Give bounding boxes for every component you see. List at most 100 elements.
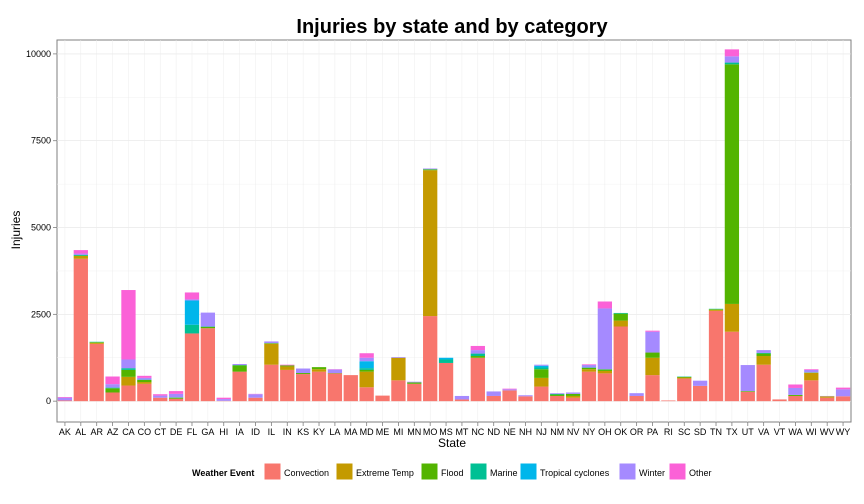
y-tick-label: 2500 [31,309,51,319]
x-tick-label: UT [742,427,754,437]
bar-segment [311,367,327,370]
x-tick-label: NV [567,427,580,437]
x-tick-label: MI [393,427,403,437]
bar-segment [645,330,660,332]
bar-segment [835,389,851,397]
bar-segment [724,64,740,304]
bar-segment [232,364,247,366]
legend-label: Extreme Temp [356,468,414,478]
bar-segment [708,309,724,310]
bar-segment [692,380,708,386]
bar-segment [184,324,200,334]
bar-segment [248,397,263,402]
bar-segment [756,353,771,357]
bar-segment [280,366,295,370]
bar-segment [264,341,279,344]
x-tick-label: MD [360,427,374,437]
x-tick-label: AL [75,427,86,437]
chart-title: Injuries by state and by category [296,16,608,38]
bar-segment [311,369,327,372]
bar-segment [121,369,136,377]
x-tick-label: OR [630,427,644,437]
bar-segment [740,391,755,402]
bar-segment [581,367,597,370]
bar-segment [327,373,343,402]
bar-segment [597,370,613,374]
bar-segment [105,384,120,388]
bar-segment [565,392,581,394]
bar-segment [788,384,803,388]
x-tick-label: AR [90,427,103,437]
x-tick-label: MS [439,427,453,437]
legend-label: Marine [490,468,518,478]
y-tick-label: 10000 [26,49,51,59]
bar-segment [502,388,517,390]
bar-segment [184,333,200,402]
bar-segment [661,400,676,402]
x-tick-label: KS [297,427,309,437]
bar-segment [597,369,613,371]
x-tick-label: CT [154,427,166,437]
bar-segment [597,308,613,370]
bar-segment [581,365,597,368]
legend-label: Convection [284,468,329,478]
y-tick-label: 7500 [31,136,51,146]
bar-segment [534,367,549,370]
bar-segment [407,382,422,384]
x-tick-label: MA [344,427,358,437]
x-tick-label: CA [122,427,135,437]
x-tick-label: AK [59,427,71,437]
x-axis-title: State [438,436,466,450]
bar-segment [835,387,851,390]
bar-segment [470,356,485,358]
bar-segment [550,393,565,394]
bar-segment [359,361,374,369]
bar-segment [264,343,279,365]
bar-segment [57,396,73,398]
bar-segment [804,369,819,373]
bar-segment [295,373,311,375]
x-tick-label: HI [219,427,228,437]
bar-segment [137,375,152,378]
bar-segment [835,396,851,402]
bar-segment [73,253,88,255]
bar-segment [248,394,263,398]
bar-segment [359,368,374,370]
bar-segment [486,391,501,396]
bar-segment [184,292,200,300]
bar-segment [391,357,406,381]
bar-segment [534,377,549,387]
bar-segment [804,380,819,402]
bar-segment [677,378,692,402]
bar-segment [232,371,247,402]
x-tick-label: LA [329,427,340,437]
bar-segment [184,300,200,325]
legend-swatch [619,463,636,480]
x-tick-label: VT [774,427,786,437]
legend-label: Other [689,468,712,478]
bar-segment [534,369,549,378]
x-tick-label: NH [519,427,532,437]
x-tick-label: OH [598,427,612,437]
x-axis: AK AL AR AZ CA CO CT DE FL GA HI IA ID IL IN KS KY LA MA MD… [59,422,850,437]
bar-segment [724,49,740,57]
bar-segment [645,375,660,402]
x-tick-label: ND [487,427,500,437]
bar-segment [724,62,740,65]
x-tick-label: NJ [536,427,547,437]
bar-segment [264,364,279,402]
x-tick-label: IN [283,427,292,437]
bar-segment [629,393,644,396]
bar-segment [105,387,120,389]
bar-segment [423,169,438,171]
bar-segment [327,369,343,374]
bar-segment [534,364,549,366]
bar-segment [470,350,485,354]
bar-segment [756,350,771,353]
bar-segment [105,388,120,393]
x-tick-label: SC [678,427,691,437]
bar-segment [73,254,88,256]
bar-segment [359,371,374,388]
bar-segment [121,290,136,360]
bar-segment [502,390,517,402]
